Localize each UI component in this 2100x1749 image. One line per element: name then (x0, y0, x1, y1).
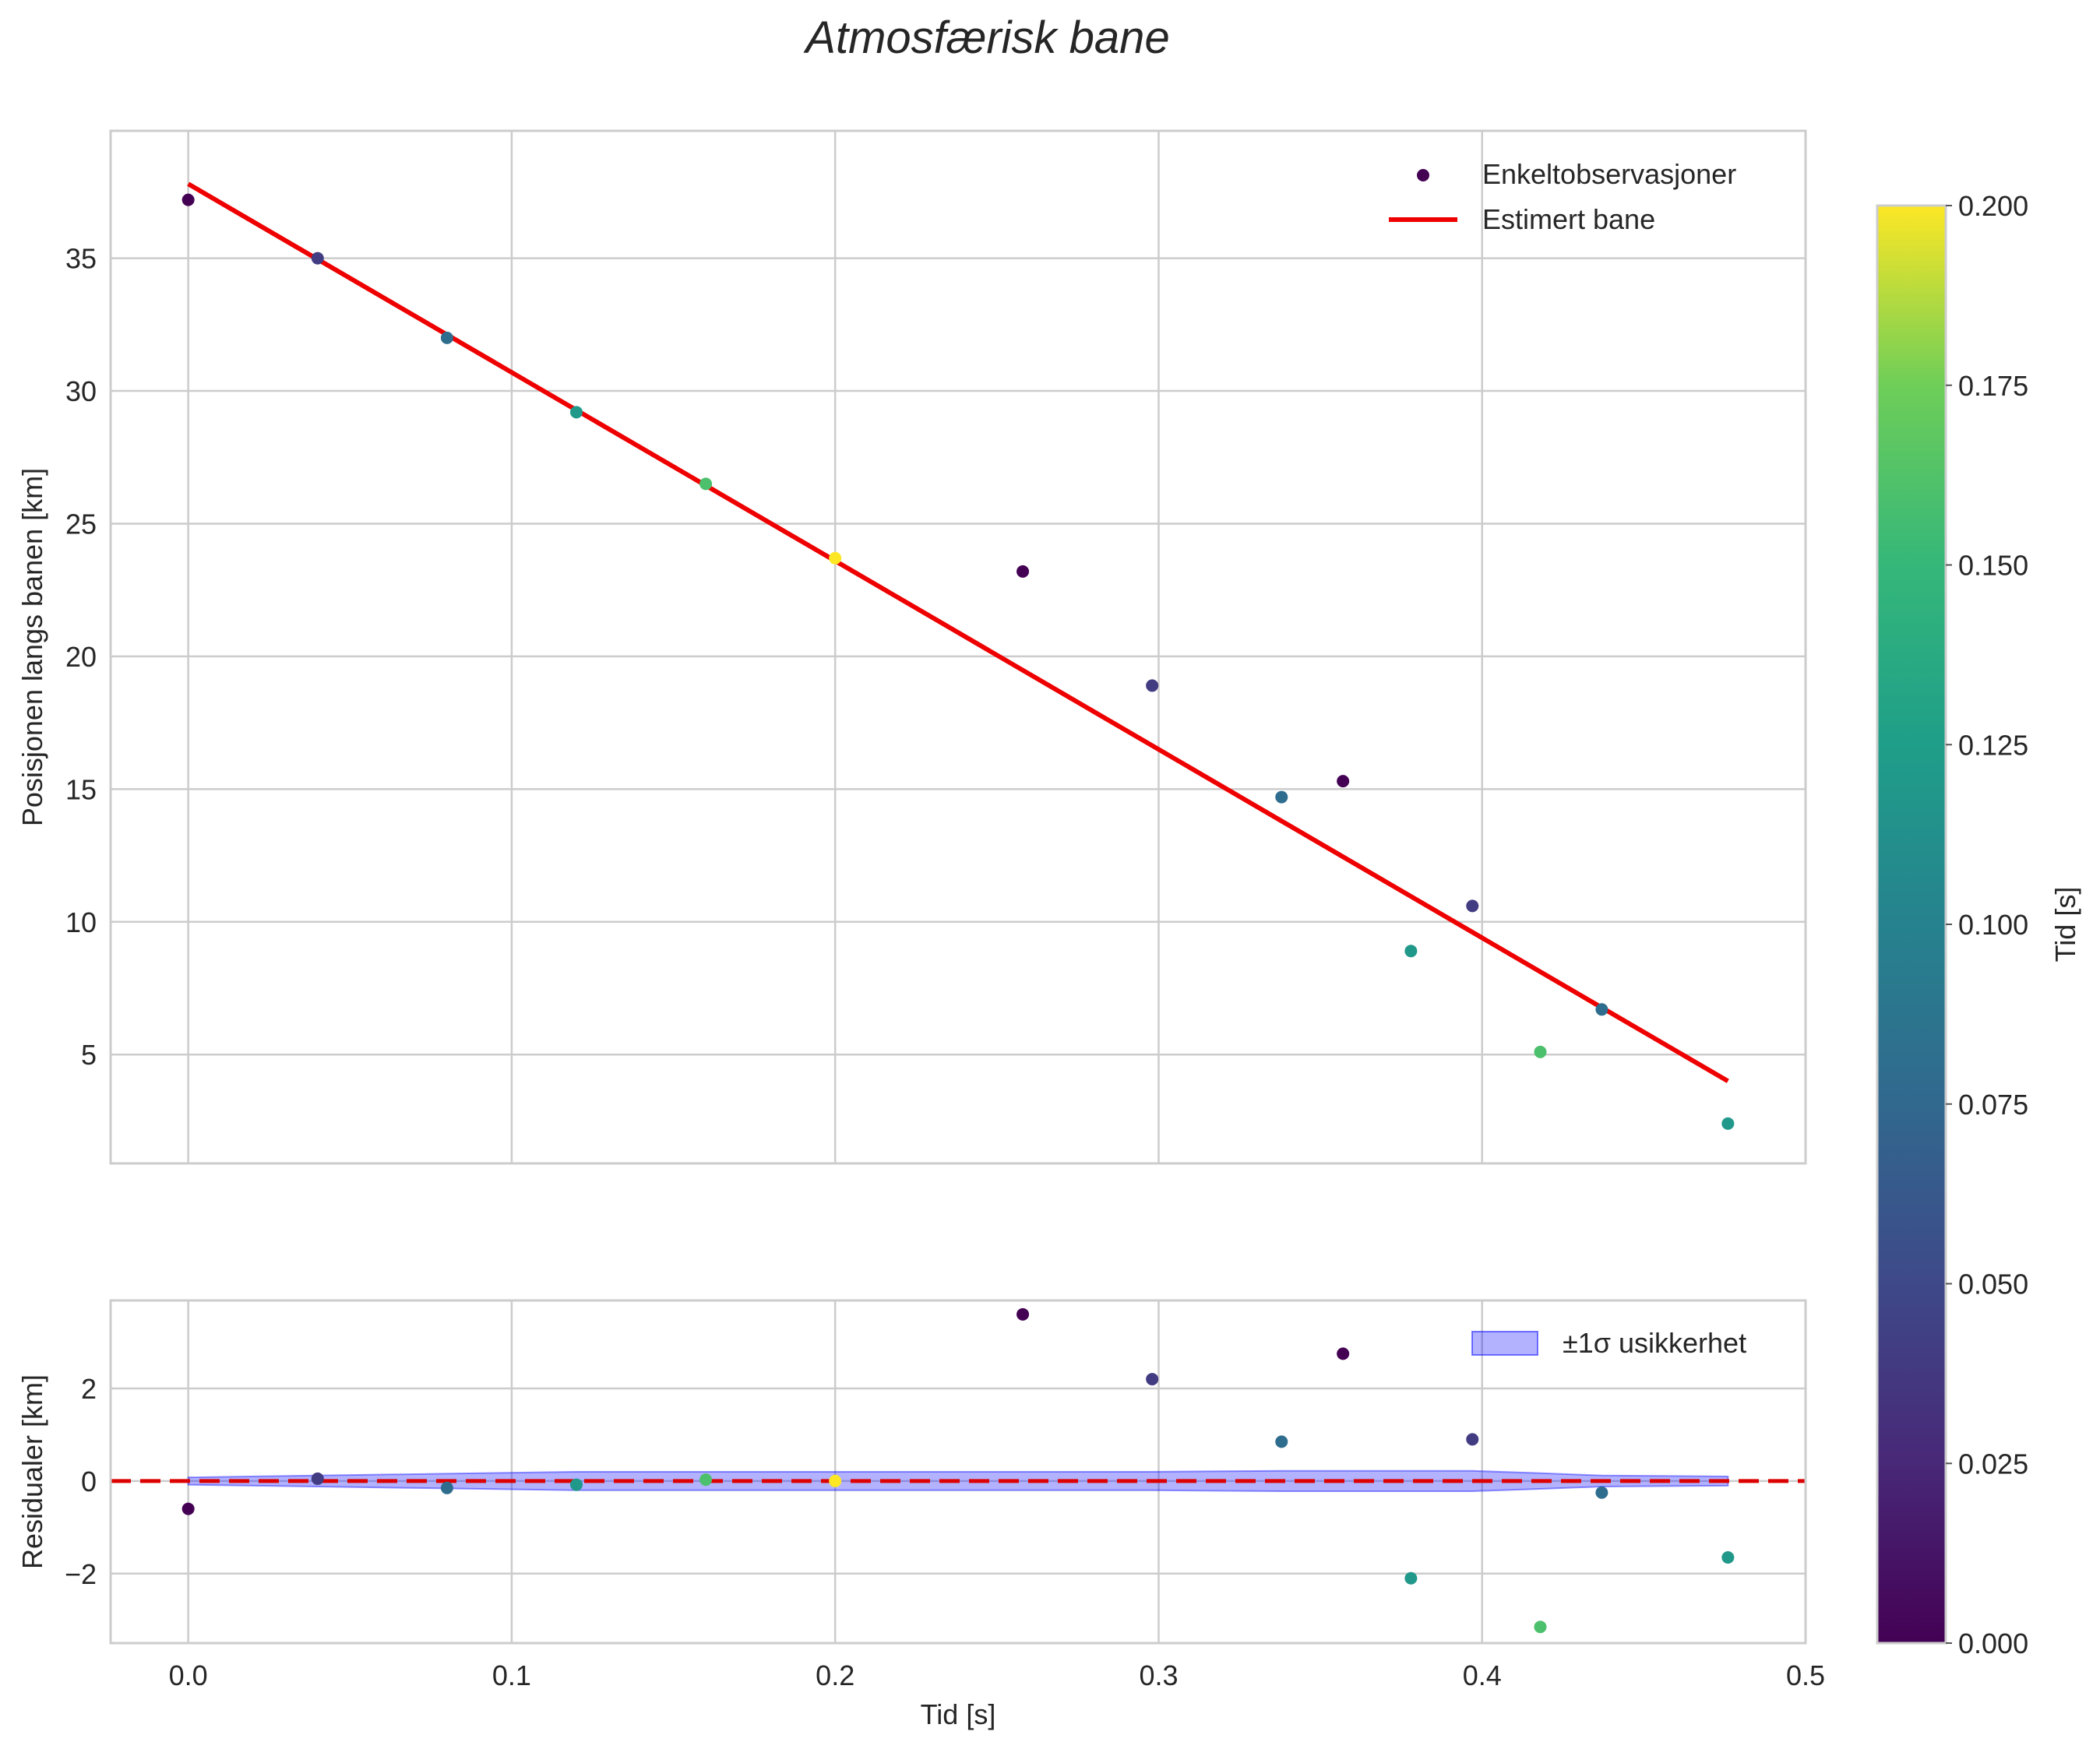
observation-point (829, 551, 842, 565)
legend-scatter-label: Enkeltobservasjoner (1482, 158, 1736, 190)
legend-scatter-marker (1417, 169, 1429, 181)
residual-point (181, 1502, 195, 1515)
residual-point (829, 1474, 842, 1487)
colorbar-label: Tid [s] (2049, 887, 2081, 962)
top-frame (109, 129, 1807, 1165)
residual-point (699, 1473, 713, 1487)
observation-point (699, 477, 713, 491)
residual-point (1595, 1486, 1608, 1499)
colorbar-tick-label: 0.050 (1958, 1269, 2028, 1300)
observation-point (1595, 1003, 1608, 1016)
x-tick-label: 0.0 (169, 1659, 208, 1691)
chart-title: Atmosfærisk bane (803, 12, 1169, 63)
bottom-y-tick-label: −2 (65, 1558, 97, 1590)
top-y-tick-label: 5 (81, 1039, 97, 1071)
top-y-tick-label: 35 (65, 243, 97, 275)
residual-point (1534, 1621, 1547, 1634)
bottom-legend: ±1σ usikkerhet (1471, 1327, 1746, 1359)
observation-point (181, 193, 195, 206)
colorbar-tick-label: 0.175 (1958, 370, 2028, 402)
residual-point (440, 1481, 453, 1494)
x-tick-label: 0.1 (492, 1659, 531, 1691)
bottom-y-tick-label: 0 (81, 1466, 97, 1497)
observation-point (569, 406, 583, 419)
colorbar-gradient (1877, 206, 1946, 1643)
observation-point (1017, 565, 1030, 578)
observation-point (311, 252, 324, 265)
observation-point (1721, 1117, 1735, 1130)
colorbar: 0.000 0.025 0.050 0.075 0.100 0.125 0.150 0.175… (1876, 190, 2081, 1659)
x-tick-label: 0.5 (1786, 1659, 1825, 1691)
top-y-tick-label: 15 (65, 773, 97, 805)
bottom-points (181, 1307, 1735, 1634)
top-y-tick-label: 30 (65, 375, 97, 407)
bottom-x-ticks: 0.0 0.1 0.2 0.3 0.4 0.5 (169, 1659, 1825, 1691)
colorbar-tick-label: 0.150 (1958, 550, 2028, 582)
observation-point (1404, 945, 1418, 958)
x-tick-label: 0.3 (1139, 1659, 1178, 1691)
residual-point (1017, 1307, 1030, 1321)
residual-point (1721, 1551, 1735, 1564)
top-legend: Enkeltobservasjoner Estimert bane (1389, 158, 1736, 235)
bottom-frame (109, 1299, 1807, 1645)
residual-point (1275, 1435, 1288, 1448)
top-y-tick-label: 10 (65, 906, 97, 938)
colorbar-tick-label: 0.125 (1958, 729, 2028, 761)
bottom-y-tick-label: 2 (81, 1373, 97, 1405)
bottom-plot-area (111, 1300, 1806, 1643)
colorbar-tick-label: 0.000 (1958, 1628, 2028, 1659)
top-points (181, 193, 1735, 1130)
observation-point (1534, 1045, 1547, 1058)
top-y-axis-label: Posisjonen langs banen [km] (16, 468, 48, 826)
residual-point (1404, 1571, 1418, 1585)
bottom-panel: −202 0.0 0.1 0.2 0.3 0.4 0.5 Residualer [km] … (16, 1299, 1825, 1730)
residual-point (569, 1478, 583, 1491)
observation-point (1466, 899, 1479, 913)
top-y-tick-label: 25 (65, 508, 97, 540)
legend-line-label: Estimert bane (1482, 203, 1655, 235)
colorbar-ticks: 0.000 0.025 0.050 0.075 0.100 0.125 0.150 0.175… (1946, 190, 2028, 1659)
x-tick-label: 0.4 (1463, 1659, 1502, 1691)
top-y-ticks: 5 10 15 20 25 30 35 (65, 243, 97, 1072)
top-panel: 5 10 15 20 25 30 35 Posisjonen langs banen [km… (16, 129, 1807, 1165)
x-tick-label: 0.2 (816, 1659, 854, 1691)
legend-band-marker (1471, 1331, 1538, 1356)
legend-band-label: ±1σ usikkerhet (1563, 1327, 1746, 1359)
residual-point (311, 1472, 324, 1485)
x-axis-label: Tid [s] (921, 1698, 996, 1730)
top-grid (111, 131, 1807, 1163)
residual-point (1337, 1347, 1350, 1360)
colorbar-tick-label: 0.100 (1958, 909, 2028, 941)
bottom-y-ticks: −2 0 2 (65, 1373, 97, 1590)
residual-point (1146, 1373, 1159, 1386)
residual-point (1466, 1433, 1479, 1446)
observation-point (440, 331, 453, 344)
observation-point (1337, 775, 1350, 788)
observation-point (1275, 790, 1288, 804)
colorbar-tick-label: 0.025 (1958, 1448, 2028, 1480)
colorbar-tick-label: 0.200 (1958, 190, 2028, 222)
top-y-tick-label: 20 (65, 641, 97, 673)
colorbar-tick-label: 0.075 (1958, 1089, 2028, 1121)
observation-point (1146, 679, 1159, 692)
bottom-y-axis-label: Residualer [km] (16, 1374, 48, 1569)
